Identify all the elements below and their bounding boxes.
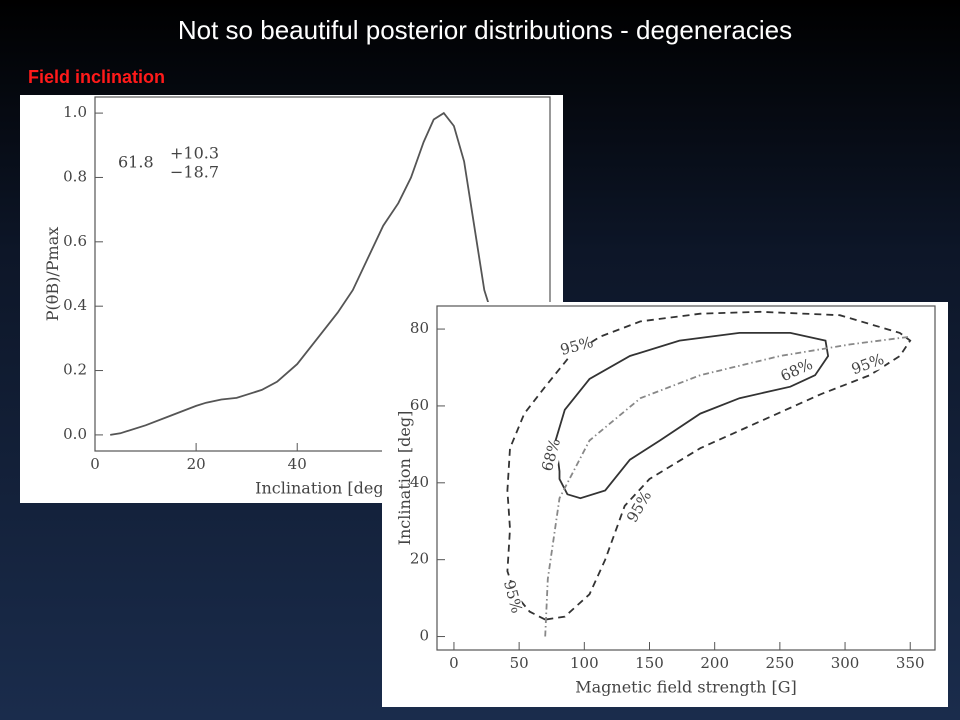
plot-frame <box>94 96 551 452</box>
x-axis-label: Inclination [deg] <box>255 479 390 498</box>
slide-title: Not so beautiful posterior distributions… <box>178 15 792 45</box>
series-line <box>554 332 830 500</box>
y-tick-label: 0.2 <box>63 361 87 379</box>
annotation-upper: +10.3 <box>170 144 219 163</box>
y-tick-label: 0.6 <box>63 232 87 250</box>
x-tick-label: 20 <box>187 455 206 473</box>
x-tick-label: 350 <box>896 654 925 672</box>
contour-label-bg <box>540 438 564 472</box>
y-tick-label: 0.8 <box>63 167 87 185</box>
x-tick-label: 50 <box>510 654 529 672</box>
y-tick-label: 60 <box>410 396 429 414</box>
x-tick-label: 100 <box>570 654 599 672</box>
y-axis-label: P(θB)/Pmax <box>43 227 62 322</box>
annotation-lower: −18.7 <box>170 163 219 182</box>
y-tick-label: 20 <box>410 550 429 568</box>
contour-label-bg <box>560 335 594 359</box>
x-tick-label: 200 <box>700 654 729 672</box>
y-tick-label: 80 <box>410 319 429 337</box>
y-tick-label: 0 <box>419 627 429 645</box>
x-tick-label: 0 <box>90 455 100 473</box>
series-line <box>506 310 912 621</box>
contour-label-bg <box>780 357 814 385</box>
x-tick-label: 40 <box>288 455 307 473</box>
y-tick-label: 40 <box>410 473 429 491</box>
section-title: Field inclination <box>28 67 165 87</box>
contour-label-bg <box>500 580 524 614</box>
y-axis-label: Inclination [deg] <box>395 411 414 546</box>
y-tick-label: 0.4 <box>63 296 87 314</box>
contour-label-bg <box>851 352 885 378</box>
x-axis-label: Magnetic field strength [G] <box>575 678 797 697</box>
x-tick-label: 0 <box>449 654 459 672</box>
series-line <box>110 111 496 436</box>
plot-frame <box>436 305 936 651</box>
x-tick-label: 150 <box>635 654 664 672</box>
y-tick-label: 0.0 <box>63 425 87 443</box>
y-tick-label: 1.0 <box>63 103 87 121</box>
contour-label-bg <box>625 490 655 524</box>
x-tick-label: 250 <box>766 654 795 672</box>
annotation: 61.8 <box>118 153 154 172</box>
chart: 0 50 100 150 200 250 300 350 0 20 40 60 80 Magnetic f… <box>382 302 948 707</box>
x-tick-label: 300 <box>831 654 860 672</box>
chart-panel <box>382 302 948 707</box>
series-line <box>544 335 911 637</box>
chart: 0 20 40 60 80 0.0 0.2 0.4 0.6 0.8 1.0 Inclination [… <box>20 95 563 503</box>
